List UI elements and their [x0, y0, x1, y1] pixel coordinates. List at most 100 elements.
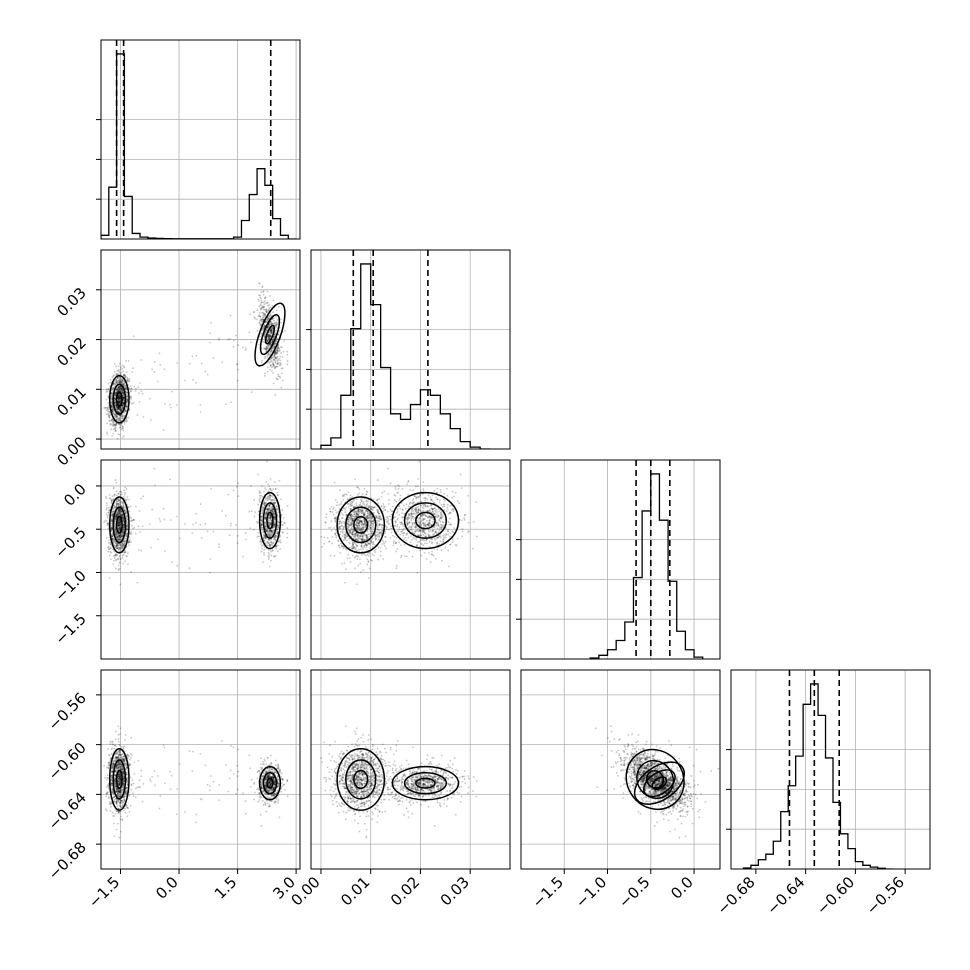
- scatter-point: [269, 365, 272, 367]
- scatter-point: [268, 506, 271, 509]
- scatter-point: [113, 383, 116, 385]
- scatter-point: [116, 410, 119, 413]
- scatter-point: [263, 539, 266, 542]
- scatter-point: [122, 398, 125, 401]
- scatter-point: [118, 378, 121, 381]
- scatter-point: [270, 351, 273, 354]
- scatter-point: [117, 527, 120, 530]
- scatter-point: [117, 401, 120, 404]
- scatter-point: [277, 373, 280, 376]
- scatter-point: [364, 524, 367, 527]
- scatter-point: [119, 382, 122, 384]
- scatter-point: [126, 529, 129, 531]
- scatter-point: [118, 385, 121, 388]
- scatter-point: [264, 515, 267, 518]
- scatter-point: [115, 531, 117, 534]
- scatter-point: [111, 537, 114, 540]
- scatter-point: [130, 517, 132, 520]
- scatter-point: [364, 509, 367, 512]
- scatter-point: [275, 351, 277, 354]
- scatter-point: [191, 355, 194, 358]
- scatter-point: [113, 520, 116, 523]
- scatter-point: [275, 545, 277, 548]
- scatter-point: [350, 513, 353, 516]
- scatter-point: [366, 491, 369, 493]
- scatter-point: [279, 534, 282, 537]
- scatter-point: [111, 405, 114, 408]
- scatter-point: [353, 511, 356, 514]
- scatter-point: [117, 418, 120, 421]
- panel-frame: [100, 39, 301, 240]
- scatter-point: [162, 507, 165, 510]
- scatter-point: [368, 543, 370, 545]
- scatter-point: [370, 522, 373, 525]
- scatter-point: [349, 500, 351, 503]
- scatter-point: [270, 359, 273, 362]
- scatter-point: [117, 544, 120, 547]
- panel-border: [100, 39, 301, 240]
- scatter-point: [269, 331, 272, 333]
- scatter-point: [119, 400, 122, 403]
- scatter-point: [369, 512, 372, 515]
- scatter-point: [334, 516, 337, 519]
- scatter-point: [111, 537, 114, 540]
- scatter-point: [111, 404, 114, 407]
- scatter-point: [119, 403, 121, 405]
- scatter-point: [124, 420, 127, 422]
- scatter-point: [169, 406, 172, 409]
- scatter-point: [364, 526, 367, 529]
- scatter-point: [123, 540, 126, 543]
- scatter-point: [110, 498, 113, 501]
- scatter-point: [118, 400, 121, 403]
- scatter-point: [115, 391, 118, 393]
- scatter-point: [358, 519, 361, 522]
- scatter-point: [116, 377, 119, 380]
- scatter-point: [369, 523, 372, 526]
- scatter-point: [117, 504, 120, 507]
- scatter-point: [112, 539, 114, 542]
- scatter-point: [120, 493, 123, 496]
- scatter-point: [357, 520, 360, 523]
- scatter-point: [265, 511, 268, 514]
- scatter-point: [371, 543, 374, 546]
- scatter-point: [266, 301, 269, 304]
- scatter-point: [359, 529, 362, 532]
- scatter-point: [368, 506, 370, 509]
- scatter-point: [124, 384, 127, 387]
- scatter-point: [277, 494, 279, 497]
- scatter-point: [114, 559, 117, 562]
- scatter-point: [263, 326, 266, 329]
- scatter-point: [357, 535, 360, 537]
- scatter-point: [258, 315, 261, 318]
- scatter-point: [118, 511, 120, 514]
- scatter-point: [129, 533, 132, 536]
- scatter-point: [357, 518, 360, 521]
- scatter-point: [175, 404, 178, 407]
- scatter-point: [375, 516, 378, 519]
- scatter-point: [138, 510, 141, 512]
- scatter-point: [380, 531, 383, 534]
- scatter-point: [117, 398, 120, 401]
- scatter-point: [277, 521, 279, 524]
- scatter-point: [121, 515, 124, 518]
- scatter-point: [346, 498, 349, 501]
- scatter-point: [264, 331, 267, 334]
- scatter-point: [267, 324, 270, 327]
- scatter-point: [272, 488, 275, 490]
- scatter-point: [119, 406, 121, 409]
- scatter-point: [122, 504, 125, 507]
- scatter-point: [351, 532, 353, 534]
- scatter-point: [108, 406, 110, 409]
- scatter-point: [115, 532, 117, 535]
- scatter-point: [274, 353, 277, 356]
- scatter-point: [273, 515, 276, 518]
- scatter-point: [116, 406, 119, 408]
- scatter-point: [276, 505, 278, 508]
- scatter-point: [374, 506, 376, 509]
- scatter-point: [371, 508, 373, 511]
- scatter-point: [360, 528, 363, 530]
- scatter-point: [277, 349, 279, 352]
- scatter-point: [336, 501, 339, 504]
- scatter-point: [366, 517, 369, 520]
- scatter-point: [120, 536, 123, 539]
